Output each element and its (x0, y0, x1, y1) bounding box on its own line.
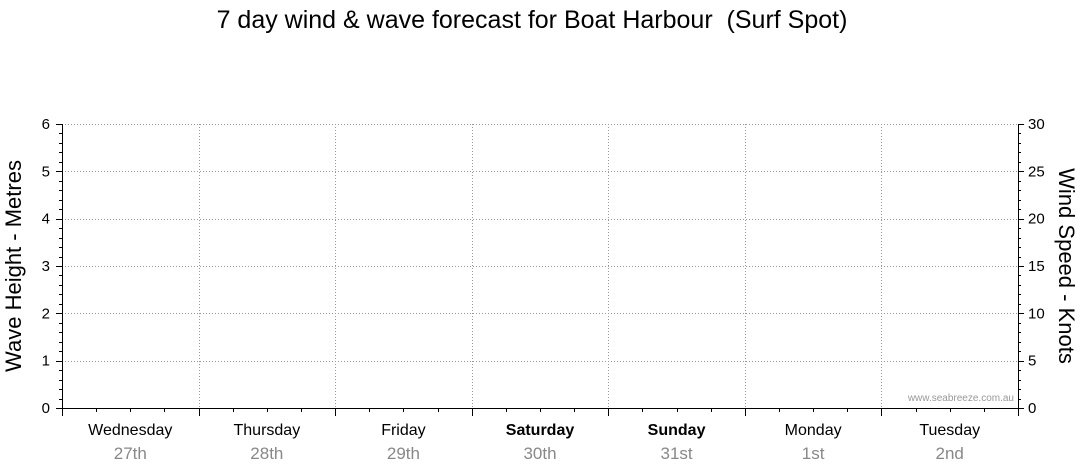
labels-layer: 0 1 2 3 4 5 6 0 5 10 15 20 25 30 Wednesday 27th Thursday… (1, 116, 1079, 463)
left-tick-label: 1 (42, 353, 50, 370)
day-date-label: 30th (523, 444, 556, 463)
day-date-label: 31st (661, 444, 693, 463)
right-tick-label: 5 (1028, 353, 1036, 370)
left-tick-label: 4 (42, 211, 50, 228)
day-name-label: Sunday (648, 422, 706, 439)
right-axis-title: Wind Speed - Knots (1054, 168, 1079, 364)
right-tick-label: 25 (1028, 163, 1045, 180)
day-date-label: 27th (114, 444, 147, 463)
watermark-text: www.seabreeze.com.au (907, 393, 1014, 404)
axes-layer (56, 124, 1024, 416)
day-name-label: Thursday (234, 422, 301, 439)
chart-title: 7 day wind & wave forecast for Boat Harb… (216, 6, 848, 34)
left-tick-label: 5 (42, 163, 50, 180)
left-tick-label: 0 (42, 400, 50, 417)
day-name-label: Monday (785, 422, 842, 439)
day-date-label: 2nd (936, 444, 964, 463)
day-name-label: Tuesday (919, 422, 980, 439)
right-tick-label: 15 (1028, 258, 1045, 275)
left-tick-label: 6 (42, 116, 50, 133)
day-date-label: 1st (802, 444, 825, 463)
right-tick-label: 20 (1028, 211, 1045, 228)
right-tick-label: 10 (1028, 305, 1045, 322)
left-axis-title: Wave Height - Metres (1, 160, 26, 372)
right-tick-label: 30 (1028, 116, 1045, 133)
day-date-label: 29th (387, 444, 420, 463)
left-tick-label: 3 (42, 258, 50, 275)
day-date-label: 28th (250, 444, 283, 463)
left-tick-label: 2 (42, 305, 50, 322)
day-name-label: Saturday (506, 422, 575, 439)
day-name-label: Friday (381, 422, 425, 439)
grid-layer (62, 124, 1018, 408)
right-tick-label: 0 (1028, 400, 1036, 417)
day-name-label: Wednesday (88, 422, 172, 439)
